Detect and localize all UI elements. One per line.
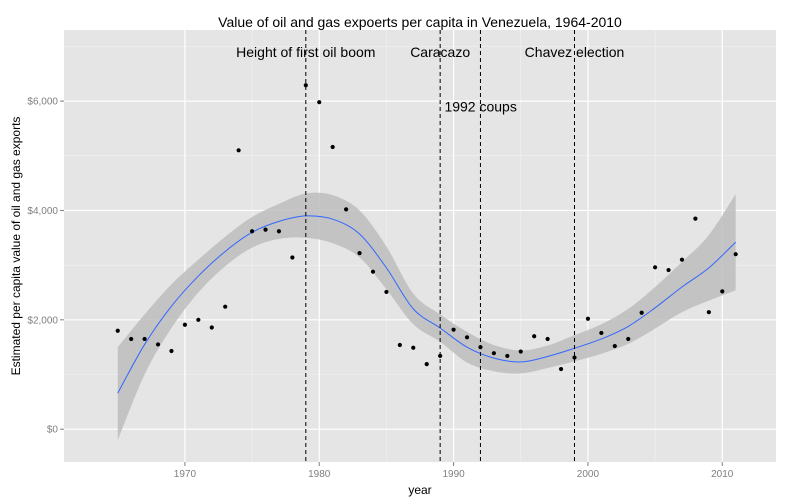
data-point — [263, 227, 268, 232]
data-point — [397, 342, 402, 348]
y-tick-label: $4,000 — [27, 206, 58, 217]
event-label: Height of first oil boom — [236, 44, 375, 60]
data-point — [558, 366, 564, 372]
smooth-line-layer — [117, 215, 737, 394]
x-tick-label: 1990 — [442, 469, 465, 480]
x-tick-label: 1970 — [174, 469, 197, 480]
event-label: Chavez election — [525, 44, 625, 60]
y-tick-label: $6,000 — [27, 97, 58, 108]
event-lines-layer: Height of first oil boom Caracazo 1992 cou… — [236, 30, 624, 462]
y-axis: $0 $2,000 $4,000 $6,000 — [27, 97, 64, 436]
event-label: Caracazo — [410, 44, 470, 60]
data-point — [384, 289, 389, 295]
data-point — [155, 342, 161, 347]
data-point — [303, 83, 308, 88]
data-point — [652, 265, 658, 270]
data-point — [505, 353, 510, 359]
data-point — [612, 343, 617, 349]
x-axis: 1970 1980 1990 2000 2010 — [174, 462, 734, 480]
data-point — [572, 355, 577, 360]
data-point — [129, 336, 134, 342]
data-point — [706, 310, 711, 315]
confidence-band — [117, 192, 736, 441]
data-point — [290, 255, 295, 260]
data-point — [491, 351, 496, 356]
data-point — [599, 330, 604, 336]
data-point — [236, 148, 241, 153]
data-point — [276, 229, 282, 234]
data-point — [585, 316, 591, 321]
data-point — [693, 216, 698, 221]
data-point — [196, 317, 201, 322]
data-point — [464, 335, 470, 340]
x-tick-label: 2000 — [577, 469, 600, 480]
data-point — [357, 251, 362, 256]
x-axis-title: year — [408, 483, 431, 497]
data-point — [317, 100, 322, 105]
data-point — [626, 336, 631, 342]
event-label: 1992 coups — [444, 99, 516, 115]
y-tick-label: $2,000 — [27, 315, 58, 326]
data-point — [679, 257, 685, 262]
data-point — [639, 310, 644, 315]
y-axis-title: Estimated per capita value of oil and ga… — [9, 117, 23, 376]
y-tick-label: $0 — [47, 425, 59, 436]
data-point — [545, 336, 550, 342]
x-tick-label: 2010 — [711, 469, 734, 480]
x-tick-label: 1980 — [308, 469, 331, 480]
data-point — [249, 229, 255, 234]
data-point — [223, 304, 228, 309]
data-point — [330, 144, 335, 150]
data-point — [424, 362, 429, 367]
data-point — [115, 328, 120, 333]
points-layer — [115, 83, 738, 372]
data-point — [411, 345, 416, 350]
data-point — [182, 322, 188, 327]
smooth-line — [117, 215, 737, 394]
data-point — [344, 207, 349, 212]
data-point — [532, 334, 537, 339]
chart-title: Value of oil and gas expoerts per capita… — [218, 14, 622, 30]
data-point — [451, 327, 456, 332]
data-point — [666, 267, 671, 273]
data-point — [169, 348, 174, 354]
data-point — [142, 336, 147, 342]
data-point — [518, 349, 523, 354]
confidence-band-layer — [117, 192, 736, 441]
data-point — [209, 325, 214, 330]
data-point — [720, 289, 725, 294]
panel-background — [64, 30, 776, 462]
data-point — [370, 269, 376, 274]
data-point — [733, 252, 738, 257]
